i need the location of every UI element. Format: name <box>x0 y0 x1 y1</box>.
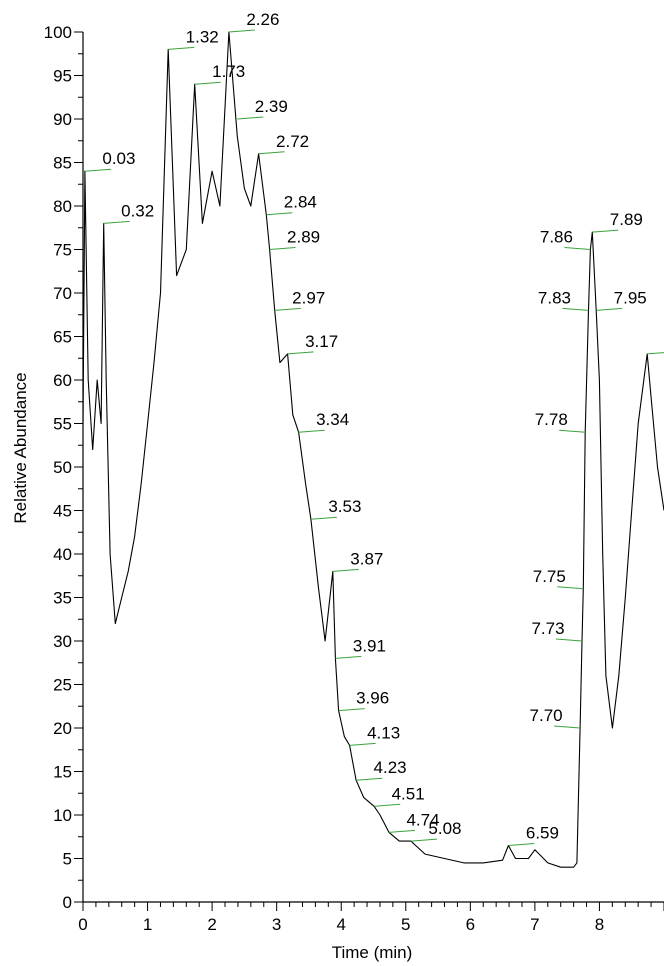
x-tick-label: 8 <box>595 915 604 934</box>
y-tick-label: 65 <box>53 328 72 347</box>
peak-leader <box>274 307 301 311</box>
peak-leader <box>332 568 359 572</box>
peak-leader <box>269 247 296 250</box>
x-tick-label: 5 <box>401 915 410 934</box>
peak-label: 5.08 <box>428 819 461 838</box>
peak-labels: 0.03 0.32 1.32 1.73 2.26 2.39 2.72 2.84 2.89 2.97… <box>84 10 664 846</box>
peak-label: 7.89 <box>610 210 643 229</box>
peak-label: 7.70 <box>530 706 563 725</box>
peak-label: 3.96 <box>356 689 389 708</box>
peak-label: 7.95 <box>614 288 647 307</box>
x-tick-label: 2 <box>207 915 216 934</box>
peak-label: 2.39 <box>255 97 288 116</box>
peak-leader <box>596 307 623 311</box>
y-tick-label: 80 <box>53 197 72 216</box>
y-tick-label: 50 <box>53 458 72 477</box>
y-tick-label: 90 <box>53 110 72 129</box>
peak-label: 2.89 <box>287 228 320 247</box>
peak-leader <box>559 429 586 433</box>
peak-leader <box>557 586 584 590</box>
x-tick-label: 7 <box>530 915 539 934</box>
peak-leader <box>562 307 589 311</box>
y-tick-label: 5 <box>63 850 72 869</box>
peak-label: 2.26 <box>246 10 279 29</box>
peak-leader <box>508 842 535 846</box>
peak-label: 3.34 <box>316 410 349 429</box>
y-tick-label: 30 <box>53 632 72 651</box>
peak-label: 2.97 <box>292 288 325 307</box>
peak-leader <box>564 247 591 250</box>
peak-leader <box>298 429 325 433</box>
peak-label: 3.91 <box>353 636 386 655</box>
peak-label: 7.75 <box>533 567 566 586</box>
y-axis-title: Relative Abundance <box>11 372 30 523</box>
y-tick-label: 40 <box>53 545 72 564</box>
peak-label: 4.51 <box>392 784 425 803</box>
peak-leader <box>168 46 195 50</box>
peak-leader <box>335 655 362 659</box>
peak-leader <box>266 212 293 216</box>
peak-leader <box>374 803 401 807</box>
peak-label: 7.83 <box>538 288 571 307</box>
peak-label: 7.73 <box>531 619 564 638</box>
peak-leader <box>554 725 581 729</box>
y-tick-label: 20 <box>53 719 72 738</box>
y-axis: 0 5 10 15 20 25 30 35 40 45 50 55 60 65 70 75 80 85 90 95 10… <box>44 23 84 912</box>
peak-label: 4.23 <box>374 758 407 777</box>
y-tick-label: 35 <box>53 589 72 608</box>
y-tick-label: 70 <box>53 284 72 303</box>
peak-label: 3.87 <box>350 549 383 568</box>
y-tick-label: 100 <box>44 23 72 42</box>
peak-label: 7.78 <box>535 410 568 429</box>
y-tick-label: 25 <box>53 676 72 695</box>
y-tick-label: 85 <box>53 154 72 173</box>
x-axis: 0 1 2 3 4 5 6 7 8 <box>78 901 664 934</box>
y-tick-label: 75 <box>53 241 72 260</box>
peak-leader <box>194 81 221 85</box>
x-tick-label: 1 <box>143 915 152 934</box>
x-tick-label: 3 <box>272 915 281 934</box>
x-tick-label: 0 <box>78 915 87 934</box>
y-tick-label: 0 <box>63 893 72 912</box>
peak-leader <box>349 742 376 746</box>
peak-label: 3.53 <box>328 497 361 516</box>
peak-label: 1.73 <box>212 62 245 81</box>
peak-label: 2.72 <box>276 132 309 151</box>
peak-label: 2.84 <box>284 193 317 212</box>
peak-leader <box>310 516 337 520</box>
peak-leader <box>647 352 664 355</box>
peak-leader <box>338 708 365 712</box>
peak-leader <box>258 151 285 155</box>
peak-leader <box>237 116 264 120</box>
peak-leader <box>388 829 416 833</box>
peak-label: 4.13 <box>367 723 400 742</box>
peak-leader <box>555 638 583 642</box>
y-tick-label: 55 <box>53 415 72 434</box>
x-tick-label: 6 <box>466 915 475 934</box>
peak-label: 6.59 <box>526 823 559 842</box>
y-tick-label: 95 <box>53 67 72 86</box>
peak-label: 0.03 <box>102 149 135 168</box>
y-tick-label: 15 <box>53 763 72 782</box>
y-tick-label: 45 <box>53 502 72 521</box>
peak-label: 7.86 <box>540 228 573 247</box>
peak-leader <box>103 220 130 224</box>
y-tick-label: 10 <box>53 806 72 825</box>
peak-leader <box>84 168 111 172</box>
peak-leader <box>356 777 383 781</box>
peak-leader <box>410 838 437 842</box>
peak-label: 3.17 <box>305 332 338 351</box>
y-tick-label: 60 <box>53 371 72 390</box>
x-tick-label: 4 <box>336 915 345 934</box>
peak-label: 4.74 <box>406 810 439 829</box>
peak-leader <box>592 229 619 233</box>
peak-leader <box>287 351 314 355</box>
peak-label: 0.32 <box>121 201 154 220</box>
peak-label: 1.32 <box>186 27 219 46</box>
x-axis-title: Time (min) <box>332 943 413 962</box>
peak-leader <box>228 29 255 33</box>
